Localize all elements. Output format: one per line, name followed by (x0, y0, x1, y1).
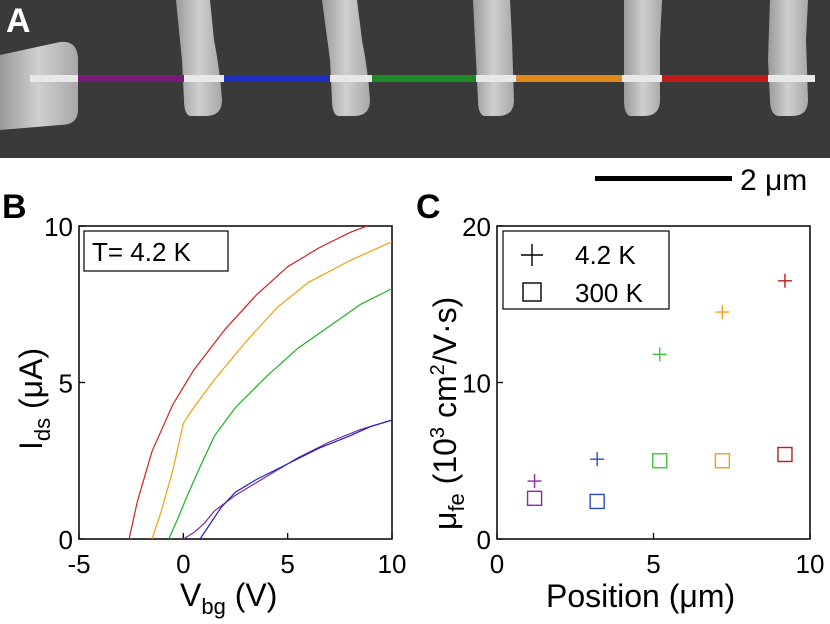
mobility-point-300k (714, 453, 731, 469)
c-y-tick-label: 20 (462, 212, 491, 242)
mobility-point-300k (589, 493, 605, 510)
b-x-tick-label: 0 (176, 549, 190, 579)
square-marker-icon (522, 282, 542, 302)
legend-box (502, 230, 670, 310)
x-label-sub: bg (201, 594, 225, 619)
b-y-tick-label: 5 (59, 369, 73, 399)
electrode-5 (768, 0, 808, 116)
scale-bar (595, 176, 732, 181)
y-label-c-sup2: 2 (427, 364, 449, 375)
mobility-point-300k (652, 453, 668, 469)
y-label-c-sup1: 3 (427, 427, 449, 438)
panel-c-chart: C 0 5 10 0 10 20 4.2 K 300 K Position (μm) μf… (416, 188, 824, 614)
electrode-4 (624, 0, 662, 116)
electrode-2 (322, 0, 370, 116)
mobility-point-4k (527, 474, 542, 489)
b-x-tick-label: 10 (378, 549, 407, 579)
x-label-main: V (180, 577, 202, 613)
scale-bar-label: 2 μm (740, 164, 807, 197)
y-label-c-rest: (10 (427, 438, 463, 493)
iv-curve-1 (128, 226, 369, 539)
channel-segment-blue (224, 75, 330, 82)
b-y-tick-label: 0 (59, 525, 73, 555)
temperature-annotation-box (83, 230, 229, 272)
x-axis-label-c: Position (μm) (546, 578, 735, 614)
legend-label-300k: 300 K (575, 278, 644, 308)
mobility-point-4k (590, 452, 605, 467)
c-x-tick-label: 5 (646, 549, 660, 579)
c-x-tick-label: 0 (490, 549, 504, 579)
panel-letter-b: B (2, 188, 27, 226)
y-label-c-end: /V·s) (427, 297, 463, 365)
contact-pad (0, 41, 78, 131)
mobility-point-4k (777, 273, 792, 288)
b-x-tick-label: -5 (67, 549, 90, 579)
c-y-tick-label: 10 (462, 369, 491, 399)
x-axis-label-b: Vbg (V) (180, 577, 277, 619)
c-y-tick-label: 0 (477, 525, 491, 555)
channel-segment-green (372, 75, 476, 82)
panel-letter-c: C (416, 188, 441, 226)
legend-entry-4k: 4.2 K (521, 240, 636, 270)
electrode-3 (473, 0, 514, 116)
plus-marker-icon (521, 244, 543, 266)
mobility-point-300k (777, 446, 793, 463)
b-x-tick-label: 5 (280, 549, 294, 579)
x-label-unit: (V) (226, 577, 278, 613)
y-label-c-mid: cm (427, 375, 463, 427)
sem-micrograph: A (0, 0, 830, 158)
channel-segment-red (662, 75, 768, 82)
y-axis-label-b: Ids (μA) (13, 348, 55, 450)
y-label-unit: (μA) (13, 348, 49, 418)
c-x-tick-label: 10 (796, 549, 825, 579)
mobility-point-300k (526, 490, 543, 507)
electrode-1 (176, 0, 222, 116)
iv-curve-4 (182, 419, 392, 539)
y-label-sub: ds (30, 418, 55, 441)
channel-segment-orange (516, 75, 622, 82)
temperature-annotation: T= 4.2 K (92, 237, 192, 267)
y-axis-label-c: μfe (103 cm2/V·s) (427, 297, 469, 530)
mobility-point-4k (652, 347, 667, 362)
y-label-c-main: μ (427, 512, 463, 530)
iv-curve-5 (199, 419, 392, 539)
iv-curve-2 (151, 241, 392, 539)
mobility-point-4k (715, 305, 730, 320)
iv-curve-3 (168, 288, 392, 539)
y-label-main: I (13, 441, 49, 450)
panel-letter-a: A (6, 2, 31, 40)
legend-entry-300k: 300 K (522, 278, 644, 308)
y-label-c-sub: fe (444, 493, 469, 511)
b-y-tick-label: 10 (44, 212, 73, 242)
channel-segment-purple (78, 75, 184, 82)
legend-label-4k: 4.2 K (575, 240, 636, 270)
